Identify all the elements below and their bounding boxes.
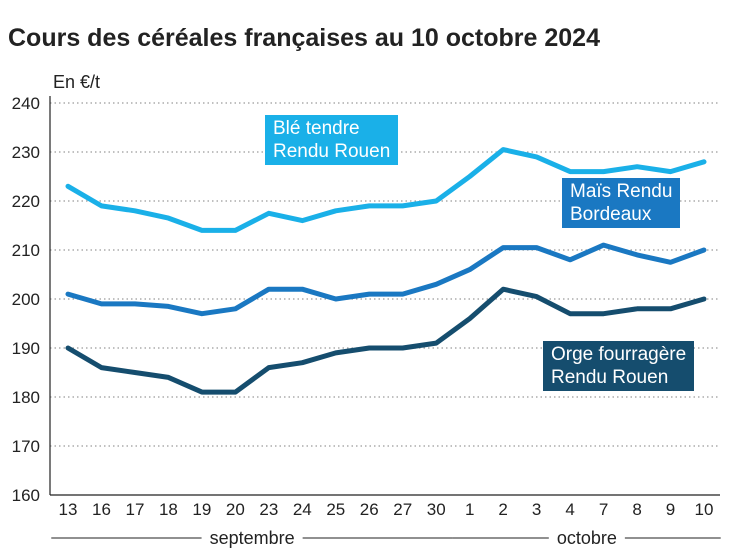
y-tick-label: 230 [12,143,40,162]
series-line-2 [65,286,707,395]
y-tick-label: 240 [12,94,40,113]
series-label-ble-tendre: Blé tendre Rendu Rouen [265,115,399,165]
x-tick-label: 1 [465,500,474,519]
x-tick-labels: 13 16 17 18 19 20 23 24 25 26 27 30 1 2 3 4 7 8 9 10 [59,500,714,519]
x-tick-label: 8 [632,500,641,519]
series-label-orge: Orge fourragère Rendu Rouen [543,341,695,391]
axes: En €/t [49,72,720,496]
x-tick-label: 24 [293,500,312,519]
series-line-1 [65,242,707,317]
series-label-line: Bordeaux [570,204,652,225]
series-line-0 [65,147,707,233]
x-tick-label: 13 [59,500,78,519]
x-tick-label: 7 [599,500,608,519]
x-tick-label: 26 [360,500,379,519]
month-label: octobre [557,528,617,548]
chart-title: Cours des céréales françaises au 10 octo… [8,24,600,52]
series-label-line: Rendu Rouen [551,367,669,388]
x-tick-label: 9 [666,500,675,519]
series-label-mais: Maïs Rendu Bordeaux [562,178,681,228]
x-tick-label: 19 [192,500,211,519]
x-tick-label: 4 [565,500,574,519]
y-tick-labels: 160 170 180 190 200 210 220 230 240 [12,94,40,505]
y-tick-label: 190 [12,339,40,358]
x-tick-label: 2 [498,500,507,519]
x-tick-label: 3 [532,500,541,519]
month-label: septembre [210,528,295,548]
y-axis-unit-label: En €/t [53,72,100,92]
x-tick-label: 18 [159,500,178,519]
x-tick-label: 17 [125,500,144,519]
x-tick-label: 30 [427,500,446,519]
y-tick-label: 200 [12,290,40,309]
y-tick-label: 160 [12,486,40,505]
series-label-line: Blé tendre [273,118,360,139]
series-label-line: Rendu Rouen [273,141,391,162]
y-tick-label: 220 [12,192,40,211]
x-tick-label: 23 [259,500,278,519]
x-tick-label: 20 [226,500,245,519]
series-lines [65,147,707,395]
x-tick-label: 25 [326,500,345,519]
y-tick-label: 210 [12,241,40,260]
y-tick-label: 170 [12,437,40,456]
x-tick-label: 16 [92,500,111,519]
x-tick-label: 10 [695,500,714,519]
y-tick-label: 180 [12,388,40,407]
series-label-line: Orge fourragère [551,344,687,365]
x-tick-label: 27 [393,500,412,519]
series-label-line: Maïs Rendu [570,181,673,202]
month-labels: septembre octobre [51,528,721,548]
